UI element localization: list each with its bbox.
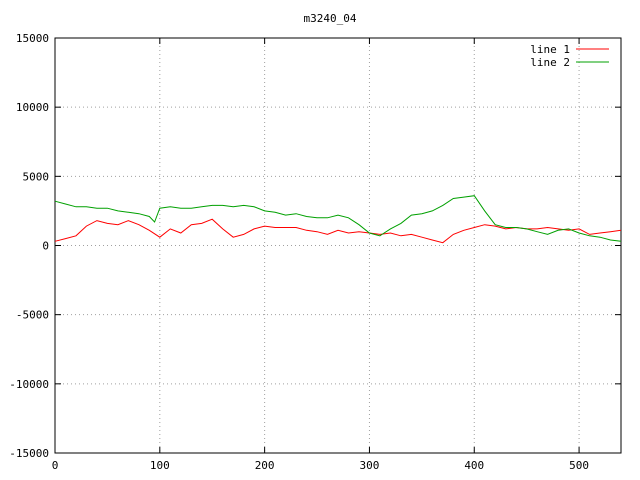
grid xyxy=(55,38,621,453)
series-lines xyxy=(54,195,622,244)
x-tick-label: 500 xyxy=(569,459,589,472)
y-tick-label: -10000 xyxy=(9,378,49,391)
y-tick-label: 10000 xyxy=(16,101,49,114)
y-tick-label: -5000 xyxy=(16,309,49,322)
y-tick-label: 5000 xyxy=(23,170,50,183)
x-tick-label: 0 xyxy=(52,459,59,472)
y-tick-label: 0 xyxy=(42,240,49,253)
chart-title: m3240_04 xyxy=(304,12,357,25)
axes: 0 100 200 300 400 500 -15000 -10000 -5000 0 5000 10… xyxy=(9,32,622,472)
x-tick-label: 200 xyxy=(255,459,275,472)
y-tick-label: -15000 xyxy=(9,447,49,460)
y-tick-label: 15000 xyxy=(16,32,49,45)
x-tick-label: 100 xyxy=(150,459,170,472)
x-tick-label: 300 xyxy=(360,459,380,472)
legend-label: line 2 xyxy=(530,56,570,69)
x-tick-label: 400 xyxy=(464,459,484,472)
legend-label: line 1 xyxy=(530,43,570,56)
series-line-2 xyxy=(54,195,622,242)
